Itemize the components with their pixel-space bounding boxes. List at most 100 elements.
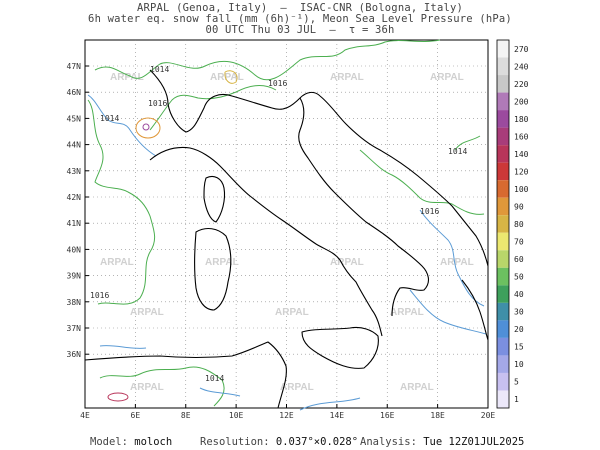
- footer-model: Model: moloch: [90, 436, 172, 448]
- colorbar-segment: [497, 162, 509, 181]
- colorbar-label: 160: [514, 132, 529, 141]
- colorbar-segment: [497, 110, 509, 128]
- title-line-3: 00 UTC Thu 03 JUL — τ = 36h: [205, 24, 395, 36]
- colorbar-label: 240: [514, 62, 529, 71]
- colorbar-label: 180: [514, 115, 529, 124]
- colorbar-segment: [497, 390, 509, 408]
- title-line-1: ARPAL (Genoa, Italy) — ISAC-CNR (Bologna…: [136, 2, 464, 14]
- colorbar-segment: [497, 337, 509, 356]
- snow-contour-yellow: [224, 70, 238, 84]
- lat-label: 40N: [67, 245, 82, 254]
- colorbar-segment: [497, 75, 509, 93]
- isobar-blue-1: [87, 94, 157, 157]
- lat-label: 44N: [67, 141, 82, 150]
- footer-analysis: Analysis: Tue 12Z01JUL2025: [360, 436, 524, 448]
- watermark-text: ARPAL: [130, 307, 164, 318]
- alpine-border: [149, 69, 321, 133]
- colorbar-label: 140: [514, 150, 529, 159]
- snow-contour-purple: [142, 123, 150, 131]
- lon-label: 20E: [481, 411, 496, 420]
- lon-label: 14E: [330, 411, 345, 420]
- colorbar-segment: [497, 40, 509, 58]
- snowfall-contours: [107, 70, 238, 402]
- watermark-text: ARPAL: [390, 307, 424, 318]
- isobar-green-east: [359, 149, 485, 215]
- watermark-text: ARPAL: [110, 72, 144, 83]
- isobar-green-south: [99, 366, 225, 407]
- lon-label: 6E: [131, 411, 141, 420]
- colorbar-label: 30: [514, 308, 524, 317]
- lon-label: 16E: [380, 411, 395, 420]
- lat-label: 42N: [67, 193, 82, 202]
- colorbar-label: 270: [514, 45, 529, 54]
- watermark-text: ARPAL: [100, 257, 134, 268]
- colorbar-label: 15: [514, 343, 524, 352]
- snow-contour-orange: [135, 117, 161, 139]
- colorbar-segment: [497, 355, 509, 373]
- colorbar-segment: [497, 302, 509, 321]
- lat-label: 36N: [67, 350, 82, 359]
- colorbar-segment: [497, 372, 509, 391]
- isobar-label: 1014: [100, 114, 119, 123]
- lon-label: 10E: [229, 411, 244, 420]
- lat-label: 39N: [67, 272, 82, 281]
- isobar-blue-6: [299, 397, 361, 411]
- isobar-green-se: [454, 135, 481, 151]
- title-line-2: 6h water eq. snow fall (mm (6h)⁻¹), Meon…: [88, 13, 512, 25]
- lat-label: 38N: [67, 298, 82, 307]
- watermark-text: ARPAL: [330, 72, 364, 83]
- model-label: Model:: [90, 436, 128, 448]
- colorbar-segment: [497, 92, 509, 111]
- colorbar-segment: [497, 215, 509, 233]
- colorbar-label: 40: [514, 290, 524, 299]
- colorbar-segment: [497, 285, 509, 303]
- sardinia: [193, 227, 232, 311]
- colorbar-label: 60: [514, 255, 524, 264]
- colorbar-segment: [497, 250, 509, 268]
- corsica: [203, 175, 226, 223]
- analysis-label: Analysis:: [360, 436, 417, 448]
- lat-label: 41N: [67, 219, 82, 228]
- watermark-text: ARPAL: [210, 72, 244, 83]
- latitude-labels: 47N 46N 45N 44N 43N 42N 41N 40N 39N 38N 37N 36N: [67, 62, 89, 359]
- lat-label: 37N: [67, 324, 82, 333]
- italy-west-coast: [149, 146, 383, 337]
- watermark-text: ARPAL: [440, 257, 474, 268]
- watermark-text: ARPAL: [280, 382, 314, 393]
- lat-label: 47N: [67, 62, 82, 71]
- italy-east-coast: [298, 97, 430, 317]
- colorbar-segment: [497, 127, 509, 146]
- isobar-blue-2: [419, 209, 485, 307]
- balkan-coast: [319, 95, 489, 267]
- lat-label: 45N: [67, 114, 82, 123]
- lat-label: 46N: [67, 88, 82, 97]
- colorbar-label: 20: [514, 325, 524, 334]
- colorbar-label: 1: [514, 395, 519, 404]
- isobar-label: 1016: [420, 207, 439, 216]
- watermark-text: ARPAL: [205, 257, 239, 268]
- watermark-text: ARPAL: [130, 382, 164, 393]
- watermark-text: ARPAL: [430, 72, 464, 83]
- isobars-layer: [87, 39, 487, 411]
- isobar-blue-3: [409, 289, 487, 335]
- sicily: [301, 326, 379, 369]
- colorbar-label: 80: [514, 220, 524, 229]
- colorbar-segment: [497, 57, 509, 76]
- isobar-blue-4: [99, 345, 147, 349]
- isobar-green-north: [94, 39, 441, 81]
- colorbar-label: 200: [514, 97, 529, 106]
- watermark-text: ARPAL: [330, 257, 364, 268]
- colorbar-segment: [497, 320, 509, 338]
- analysis-value: Tue 12Z01JUL2025: [423, 436, 525, 448]
- colorbar-label: 90: [514, 202, 524, 211]
- isobar-label: 1014: [448, 147, 467, 156]
- lon-label: 12E: [279, 411, 294, 420]
- colorbar-label: 120: [514, 167, 529, 176]
- lat-label: 43N: [67, 167, 82, 176]
- colorbar-frame: [496, 39, 510, 409]
- isobar-green-alps: [149, 85, 277, 131]
- watermark-text: ARPAL: [275, 307, 309, 318]
- colorbar-segment: [497, 145, 509, 163]
- watermark-text: ARPAL: [400, 382, 434, 393]
